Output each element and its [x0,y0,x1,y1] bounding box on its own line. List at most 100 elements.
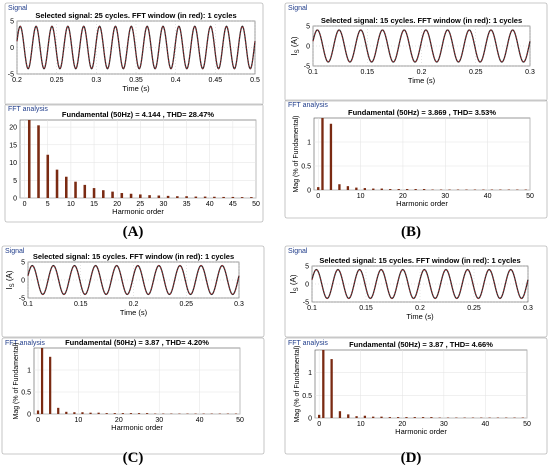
signal-x-tick-label: 0.25 [50,77,64,84]
fft-bar [113,413,116,414]
signal-x-axis-label: Time (s) [120,308,148,317]
fft-x-tick-label: 45 [229,201,237,208]
panel-caption: (D) [401,450,422,466]
signal-panel-frame [284,245,548,338]
fft-panel-frame [4,103,264,223]
fft-bar [372,416,375,418]
fft-x-tick-label: 5 [46,201,50,208]
fft-bar [166,195,170,198]
fft-bar [40,348,44,414]
fft-bar [27,120,31,198]
fft-y-tick-label: 0.5 [302,393,312,400]
fft-panel-frame [284,337,548,455]
signal-x-tick-label: 0.1 [308,69,318,76]
signal-y-tick-label: 5 [306,24,310,31]
fft-bar [346,186,350,190]
fft-panel-frame [284,99,548,219]
fft-y-tick-label: 0 [27,412,31,419]
fft-bar [397,189,400,190]
fft-x-axis-label: Harmonic order [396,199,448,208]
fft-x-tick-label: 50 [236,417,244,424]
fft-bar [55,169,59,198]
fft-bar [355,187,358,190]
fft-x-tick-label: 0 [36,417,40,424]
fft-x-tick-label: 20 [113,201,121,208]
fft-bar [422,189,426,190]
fft-x-tick-label: 10 [357,421,365,428]
signal-y-tick-label: -5 [8,72,14,79]
fft-panel-label: FFT analysis [8,106,48,113]
fft-bar [338,411,342,418]
fft-bar [97,412,100,414]
fft-window-trace [311,269,529,299]
signal-y-tick-label: 5 [21,260,25,267]
fft-bar [213,196,216,198]
fft-bar [414,189,417,190]
fft-x-tick-label: 20 [398,421,406,428]
signal-x-tick-label: 0.15 [74,301,88,308]
signal-panel-label: Signal [5,248,25,255]
fft-bar [231,196,235,198]
fft-x-tick-label: 35 [183,201,191,208]
fft-x-tick-label: 30 [440,421,448,428]
fft-bar [37,125,40,198]
fft-bar [145,413,149,414]
fft-y-tick-label: 0 [13,196,17,203]
signal-x-tick-label: 0.5 [250,77,260,84]
fft-bar [111,191,114,198]
fft-y-axis-label: Mag (% of Fundamental) [293,115,300,192]
signal-panel-frame [4,2,264,106]
signal-panel-label: Signal [8,5,28,12]
fft-bar [318,414,321,418]
fft-bar [36,410,40,414]
signal-x-tick-label: 0.15 [360,69,374,76]
signal-y-tick-label: 0 [305,282,309,289]
fft-bar [148,195,151,198]
fft-bar [176,196,179,198]
fft-bar [74,181,77,198]
signal-title: Selected signal: 15 cycles. FFT window (… [33,252,234,261]
signal-y-tick-label: -5 [303,300,309,307]
fft-plot-area [33,347,241,415]
fft-x-tick-label: 10 [67,201,75,208]
signal-x-tick-label: 0.2 [415,305,425,312]
fft-title: Fundamental (50Hz) = 3.87 , THD= 4.20% [65,338,209,347]
fft-x-tick-label: 40 [484,193,492,200]
signal-x-tick-label: 0.1 [23,301,33,308]
fft-bar [380,416,383,418]
signal-y-tick-label: 0 [306,44,310,51]
fft-plot-area [314,349,528,419]
signal-title: Selected signal: 25 cycles. FFT window (… [35,11,236,20]
fft-x-tick-label: 0 [23,201,27,208]
fft-x-tick-label: 50 [252,201,260,208]
fft-bar [65,411,68,414]
fft-bar [92,188,96,198]
fft-title: Fundamental (50Hz) = 4.144 , THD= 28.47% [62,110,214,119]
fft-bar [102,190,105,198]
signal-x-tick-label: 0.45 [209,77,223,84]
fft-y-tick-label: 1 [27,368,31,375]
fft-bar [57,407,60,414]
fft-x-axis-label: Harmonic order [395,427,447,436]
signal-x-tick-label: 0.15 [359,305,373,312]
signal-panel-frame [284,2,548,102]
signal-x-tick-label: 0.25 [179,301,193,308]
fft-bar [139,194,142,198]
fft-x-tick-label: 30 [441,193,449,200]
signal-y-tick-label: 5 [10,19,14,26]
signal-y-tick-label: 5 [305,264,309,271]
panel-caption: (A) [123,224,144,240]
fft-y-tick-label: 1 [307,140,311,147]
fft-bar [363,188,366,190]
fft-bar [388,417,391,418]
signal-x-tick-label: 0.3 [234,301,244,308]
fft-bar [329,123,333,190]
signal-y-tick-label: 0 [10,45,14,52]
fft-bar [338,184,341,190]
fft-bar [347,414,350,418]
fft-bar [46,154,50,198]
fft-window-trace [312,29,531,63]
fft-bar [430,417,433,418]
fft-bar [49,356,52,414]
fft-bar [89,412,92,414]
